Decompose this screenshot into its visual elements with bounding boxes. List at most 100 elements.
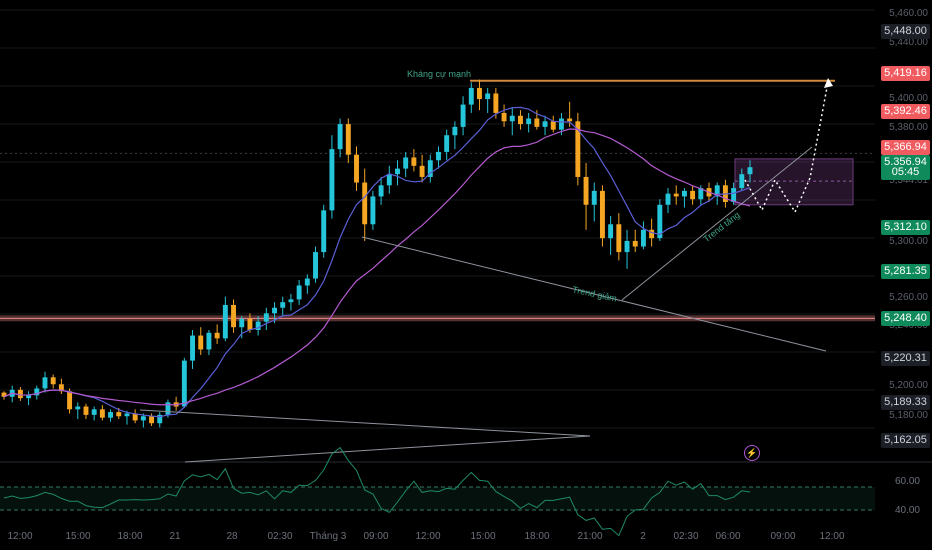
candle-body — [444, 135, 450, 152]
candle-body — [17, 389, 23, 399]
candle-body — [632, 240, 638, 247]
time-tick: 18:00 — [117, 531, 143, 542]
candle-body — [509, 115, 515, 122]
price-label: 5,312.10 — [881, 220, 930, 235]
time-tick: 12:00 — [819, 531, 845, 542]
candle-body — [534, 118, 540, 127]
candle-body — [370, 196, 376, 225]
candle-body — [329, 149, 335, 211]
price-tick: 5,440.00 — [889, 37, 928, 48]
uptrend-line — [621, 146, 813, 301]
candle-body — [116, 412, 122, 417]
time-tick: 06:00 — [715, 531, 741, 542]
candle-body — [345, 124, 351, 155]
candle-body — [583, 176, 589, 205]
candle-body — [608, 224, 614, 239]
candle-body — [255, 321, 261, 330]
candle-body — [206, 332, 212, 350]
candle-body — [599, 190, 605, 239]
candle-body — [493, 93, 499, 113]
candle-body — [140, 416, 146, 421]
time-tick: 12:00 — [415, 531, 441, 542]
projection-path — [744, 81, 829, 214]
candle-body — [436, 151, 441, 161]
lightning-icon[interactable]: ⚡ — [744, 445, 760, 461]
candle-body — [624, 240, 630, 253]
candle-body — [288, 299, 294, 303]
candle-body — [518, 115, 523, 125]
candle-body — [468, 87, 474, 105]
projection-arrow — [824, 78, 833, 88]
candle-body — [132, 413, 138, 421]
candle-body — [386, 174, 392, 186]
time-tick: 02:30 — [673, 531, 699, 542]
candle-body — [181, 360, 187, 407]
candle-body — [58, 384, 64, 392]
candle-body — [673, 193, 679, 197]
candle-body — [321, 210, 327, 253]
candle-body — [419, 165, 425, 177]
candle-body — [91, 409, 97, 415]
candle-body — [477, 87, 482, 100]
candle-body — [1, 392, 7, 397]
candle-body — [681, 190, 687, 197]
time-tick: 15:00 — [65, 531, 91, 542]
time-tick: 28 — [226, 531, 238, 542]
candle-body — [575, 121, 581, 177]
candle-body — [558, 118, 564, 130]
candle-body — [239, 318, 245, 328]
candle-body — [485, 93, 491, 100]
candle-body — [665, 193, 671, 205]
price-label: 5,366.94 — [881, 140, 930, 155]
osc-band — [0, 487, 875, 510]
candle-body — [649, 229, 655, 239]
candle-body — [75, 406, 81, 410]
candle-body — [731, 188, 737, 202]
candle-body — [50, 377, 56, 385]
price-tick: 5,400.00 — [889, 93, 928, 104]
candle-body — [165, 402, 171, 415]
price-label: 5,448.00 — [881, 24, 930, 39]
price-tick: 5,180.00 — [889, 410, 928, 421]
candle-body — [411, 157, 417, 166]
candle-body — [272, 307, 277, 314]
osc-line — [3, 446, 751, 537]
time-tick: 15:00 — [470, 531, 496, 542]
candle-body — [395, 168, 400, 175]
price-label: 5,248.40 — [881, 311, 930, 326]
candle-body — [26, 395, 32, 399]
candle-body — [698, 188, 704, 200]
candle-body — [427, 160, 433, 177]
price-label: 5,281.35 — [881, 264, 930, 279]
candle-body — [657, 204, 663, 239]
price-label: 5,162.05 — [881, 433, 930, 448]
candle-body — [550, 121, 556, 130]
time-tick: 18:00 — [524, 531, 550, 542]
price-label: 5,220.31 — [881, 351, 930, 366]
candle-body — [501, 112, 507, 122]
downtrend-line — [361, 236, 827, 352]
lower-wedge-lines — [139, 409, 591, 463]
candle-body — [296, 285, 302, 300]
ma-fast-line — [3, 106, 751, 418]
price-label: 5,189.33 — [881, 395, 930, 410]
time-tick: 12:00 — [7, 531, 33, 542]
target-zone — [734, 158, 854, 206]
candle-body — [567, 118, 573, 122]
osc-level-40: 40.00 — [894, 505, 920, 516]
candle-body — [354, 154, 359, 183]
candle-body — [198, 335, 204, 350]
candle-body — [714, 185, 720, 197]
candle-body — [304, 278, 310, 286]
candle-body — [108, 412, 114, 418]
price-tick: 5,344.61 — [889, 175, 928, 186]
candle-body — [280, 302, 286, 308]
time-tick: 2 — [640, 531, 646, 542]
price-label: 05:45 — [881, 165, 930, 180]
ma-slow-line — [3, 128, 751, 406]
time-tick: Tháng 3 — [309, 531, 347, 542]
candle-body — [460, 104, 466, 127]
candle-body — [99, 409, 105, 418]
candle-body — [67, 391, 73, 410]
